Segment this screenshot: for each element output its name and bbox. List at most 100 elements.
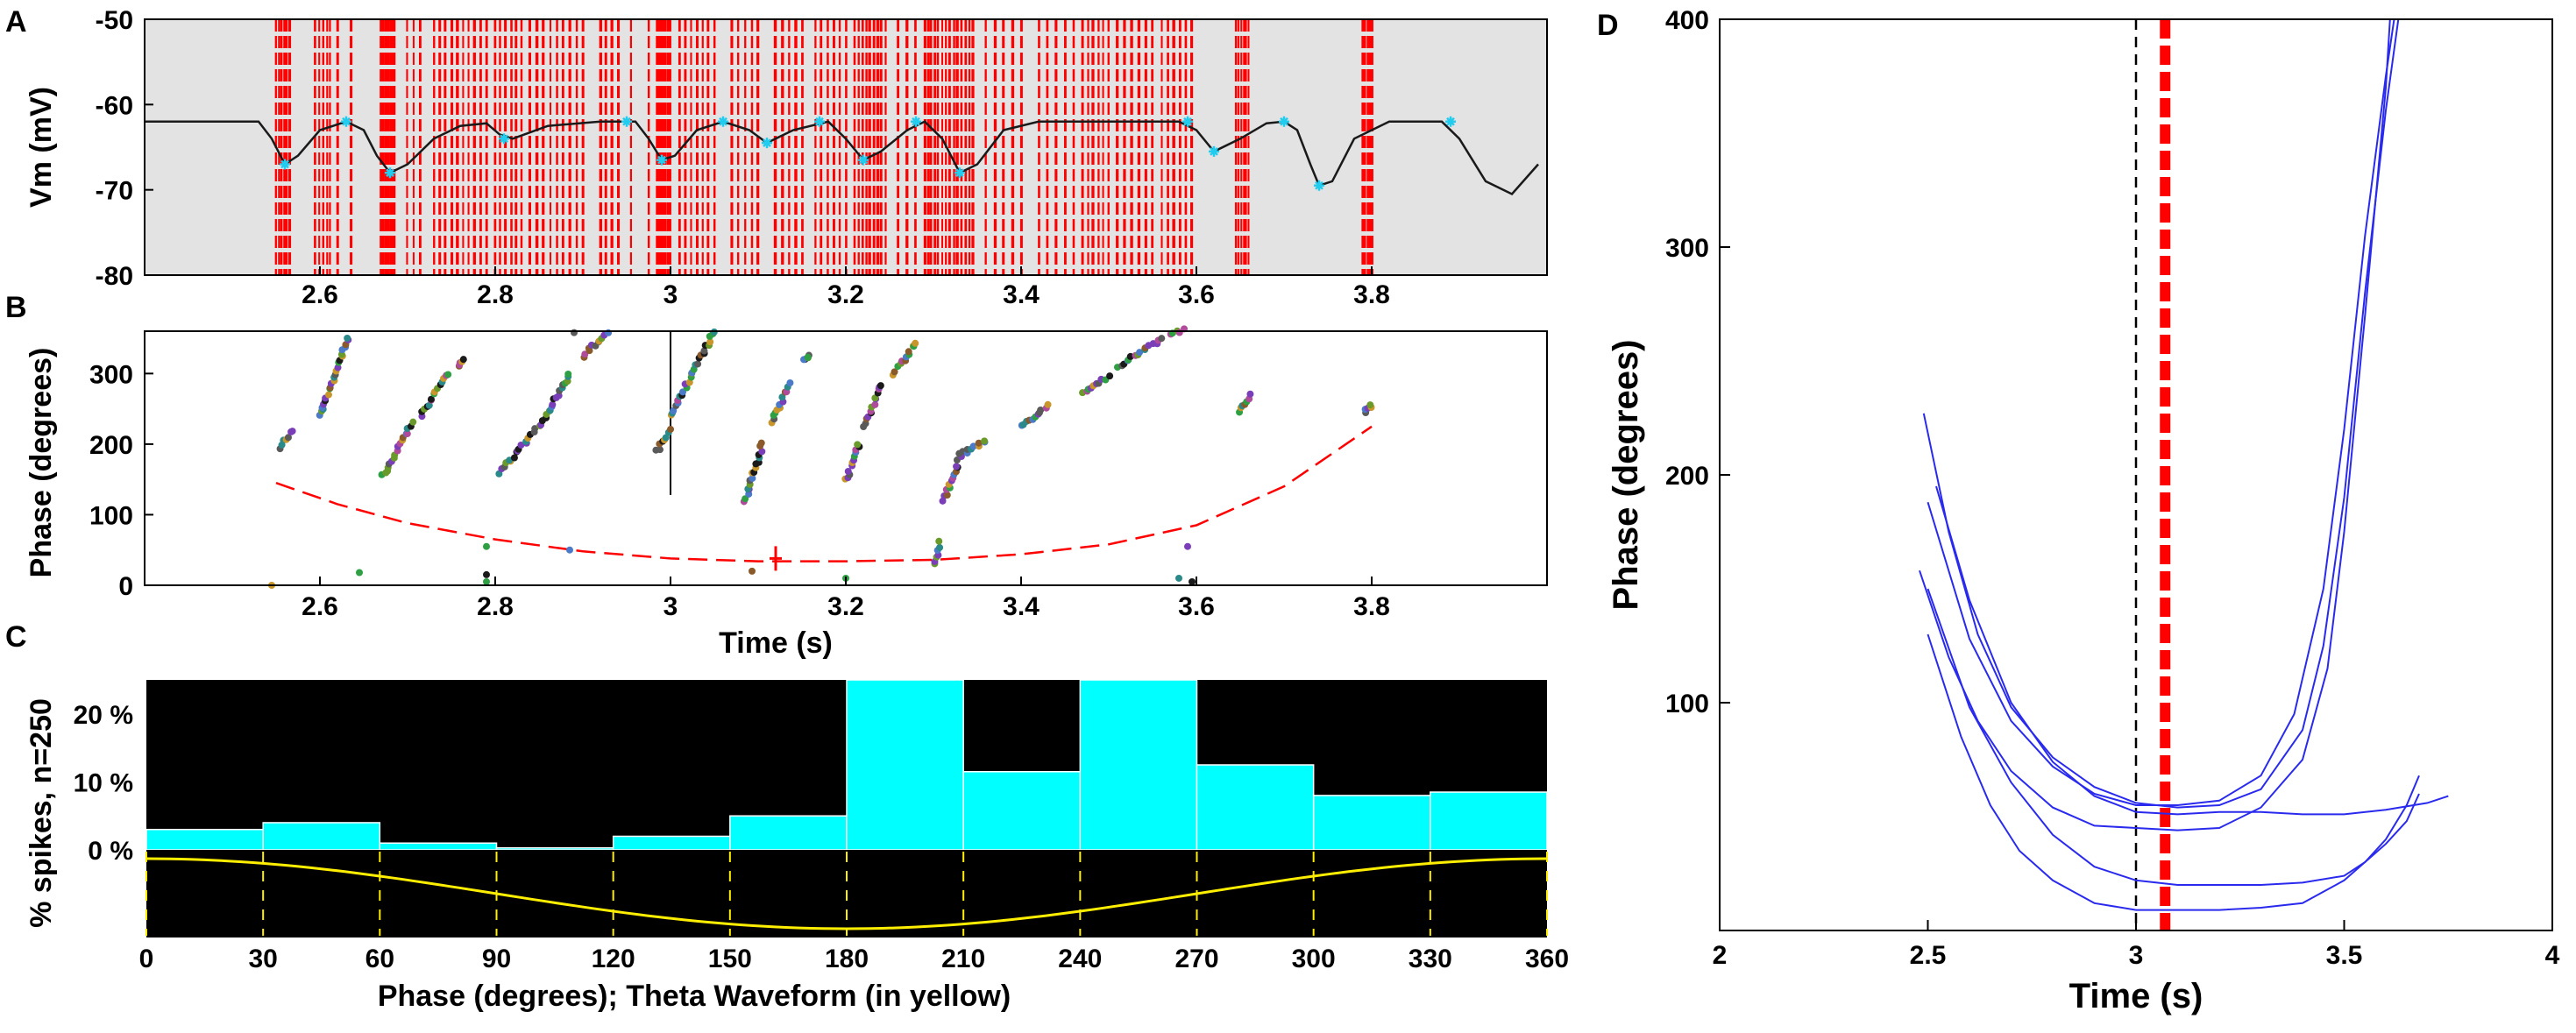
panel-d-label: D bbox=[1597, 9, 1619, 42]
spike-phase-dot bbox=[356, 569, 363, 577]
spike-phase-dot bbox=[531, 425, 539, 433]
panel-d-ylabel: Phase (degrees) bbox=[1607, 339, 1645, 610]
panel-c-x-ticks: 0 30 60 90 120 150 180 210 240 270 300 330 360 bbox=[139, 945, 1569, 973]
y-tick-label: 20 % bbox=[74, 701, 133, 730]
panel-d-curves bbox=[1919, 18, 2449, 911]
spike-phase-dot bbox=[953, 463, 961, 471]
y-tick-label: -70 bbox=[96, 177, 133, 206]
spike-phase-dot bbox=[981, 437, 989, 445]
spike-phase-dot bbox=[912, 339, 919, 347]
panel-c-theta-waveform bbox=[145, 857, 1548, 930]
histogram-bar bbox=[846, 679, 964, 851]
panel-a-y-ticks: -50 -60 -70 -80 bbox=[96, 6, 153, 291]
spike-phase-dot bbox=[757, 439, 765, 447]
x-tick-label: 3.5 bbox=[2326, 941, 2363, 970]
spike-phase-dot bbox=[324, 391, 332, 399]
spike-phase-dot bbox=[844, 467, 852, 475]
spike-phase-dot bbox=[409, 418, 417, 426]
spike-phase-dot bbox=[1106, 372, 1114, 380]
vm-marker bbox=[1445, 116, 1456, 127]
vm-marker bbox=[1182, 116, 1193, 127]
phase-curve-curve-6 bbox=[1927, 633, 2420, 911]
phase-curve-curve-1 bbox=[1922, 18, 2400, 809]
phase-curve-curve-2 bbox=[1927, 18, 2395, 806]
spike-phase-dot bbox=[758, 448, 766, 456]
vm-marker bbox=[762, 138, 772, 149]
y-tick-label: 400 bbox=[1665, 6, 1709, 35]
panel-b-fit-curve bbox=[275, 425, 1373, 562]
x-tick-label: 210 bbox=[941, 945, 985, 973]
x-tick-label: 0 bbox=[139, 945, 154, 973]
histogram-bar bbox=[1312, 795, 1431, 851]
spike-phase-dot bbox=[749, 474, 756, 482]
y-tick-label: -60 bbox=[96, 91, 133, 120]
x-tick-label: 2 bbox=[1713, 941, 1728, 970]
vm-marker bbox=[280, 159, 290, 170]
panel-d-xlabel: Time (s) bbox=[2069, 977, 2203, 1015]
vm-marker bbox=[954, 167, 965, 179]
histogram-bar bbox=[145, 828, 264, 851]
panel-a-ylabel: Vm (mV) bbox=[25, 87, 58, 208]
spike-phase-dot bbox=[510, 454, 518, 462]
x-tick-label: 3.6 bbox=[1178, 592, 1215, 621]
spike-phase-dot bbox=[444, 371, 452, 379]
spike-phase-dot bbox=[571, 329, 578, 336]
x-tick-label: 3 bbox=[664, 280, 678, 309]
x-tick-label: 3.4 bbox=[1003, 592, 1040, 621]
histogram-bar bbox=[729, 815, 848, 851]
x-tick-label: 300 bbox=[1292, 945, 1336, 973]
x-tick-label: 3.8 bbox=[1353, 280, 1390, 309]
panel-a-label: A bbox=[5, 5, 27, 39]
spike-phase-dot bbox=[786, 379, 794, 386]
spike-phase-dot bbox=[1037, 406, 1045, 414]
spike-phase-dot bbox=[905, 348, 912, 356]
panel-c-xlabel: Phase (degrees); Theta Waveform (in yell… bbox=[378, 980, 1011, 1013]
y-tick-label: 0 bbox=[118, 572, 133, 601]
spike-phase-dot bbox=[344, 334, 351, 342]
vm-marker bbox=[1279, 116, 1289, 127]
x-tick-label: 2.8 bbox=[477, 280, 514, 309]
spike-phase-dot bbox=[662, 434, 670, 442]
spike-phase-dot bbox=[891, 368, 898, 376]
red-cross-mark bbox=[770, 546, 782, 571]
panel-b-x-ticks: 2.6 2.8 3 3.2 3.4 3.6 3.8 bbox=[302, 577, 1390, 621]
histogram-bar bbox=[1196, 764, 1315, 851]
panel-b-plot-area bbox=[145, 331, 1547, 585]
x-tick-label: 150 bbox=[708, 945, 752, 973]
spike-phase-dot bbox=[876, 382, 884, 390]
x-tick-label: 2.6 bbox=[302, 592, 338, 621]
vm-marker bbox=[814, 116, 825, 127]
panel-b-ylabel: Phase (degrees) bbox=[25, 348, 58, 578]
x-tick-label: 3 bbox=[664, 592, 678, 621]
histogram-bar bbox=[1079, 679, 1198, 851]
spike-phase-dot bbox=[483, 542, 490, 550]
spike-phase-dot bbox=[483, 577, 490, 585]
vm-marker bbox=[621, 116, 632, 127]
panel-a-x-ticks: 2.6 2.8 3 3.2 3.4 3.6 3.8 bbox=[302, 266, 1390, 309]
histogram-bar bbox=[962, 771, 1082, 851]
x-tick-label: 2.8 bbox=[477, 592, 514, 621]
y-tick-label: 100 bbox=[89, 501, 133, 530]
spike-phase-dot bbox=[288, 428, 296, 435]
spike-phase-dot bbox=[1184, 542, 1191, 550]
x-tick-label: 3.8 bbox=[1353, 592, 1390, 621]
spike-phase-dot bbox=[1158, 335, 1166, 343]
spike-phase-dot bbox=[936, 543, 944, 551]
vm-marker bbox=[858, 154, 869, 166]
vm-marker bbox=[718, 116, 728, 127]
panel-c: C 0 % 10 % 20 % 0 30 60 90 120 150 180 210 240 270 3… bbox=[5, 620, 1569, 1013]
panel-b-xlabel: Time (s) bbox=[719, 626, 833, 660]
spike-phase-dot bbox=[1246, 390, 1254, 398]
vm-marker bbox=[1209, 145, 1219, 157]
panel-c-label: C bbox=[5, 620, 27, 654]
spike-phase-dot bbox=[1189, 577, 1196, 585]
spike-phase-dot bbox=[564, 370, 572, 378]
x-tick-label: 330 bbox=[1409, 945, 1452, 973]
panel-b-red-cross bbox=[770, 546, 782, 571]
y-tick-label: 200 bbox=[89, 431, 133, 460]
histogram-bar bbox=[612, 835, 731, 851]
y-tick-label: -50 bbox=[96, 6, 133, 35]
x-tick-label: 2.5 bbox=[1910, 941, 1947, 970]
spike-phase-dot bbox=[517, 441, 525, 449]
y-tick-label: 10 % bbox=[74, 768, 133, 797]
